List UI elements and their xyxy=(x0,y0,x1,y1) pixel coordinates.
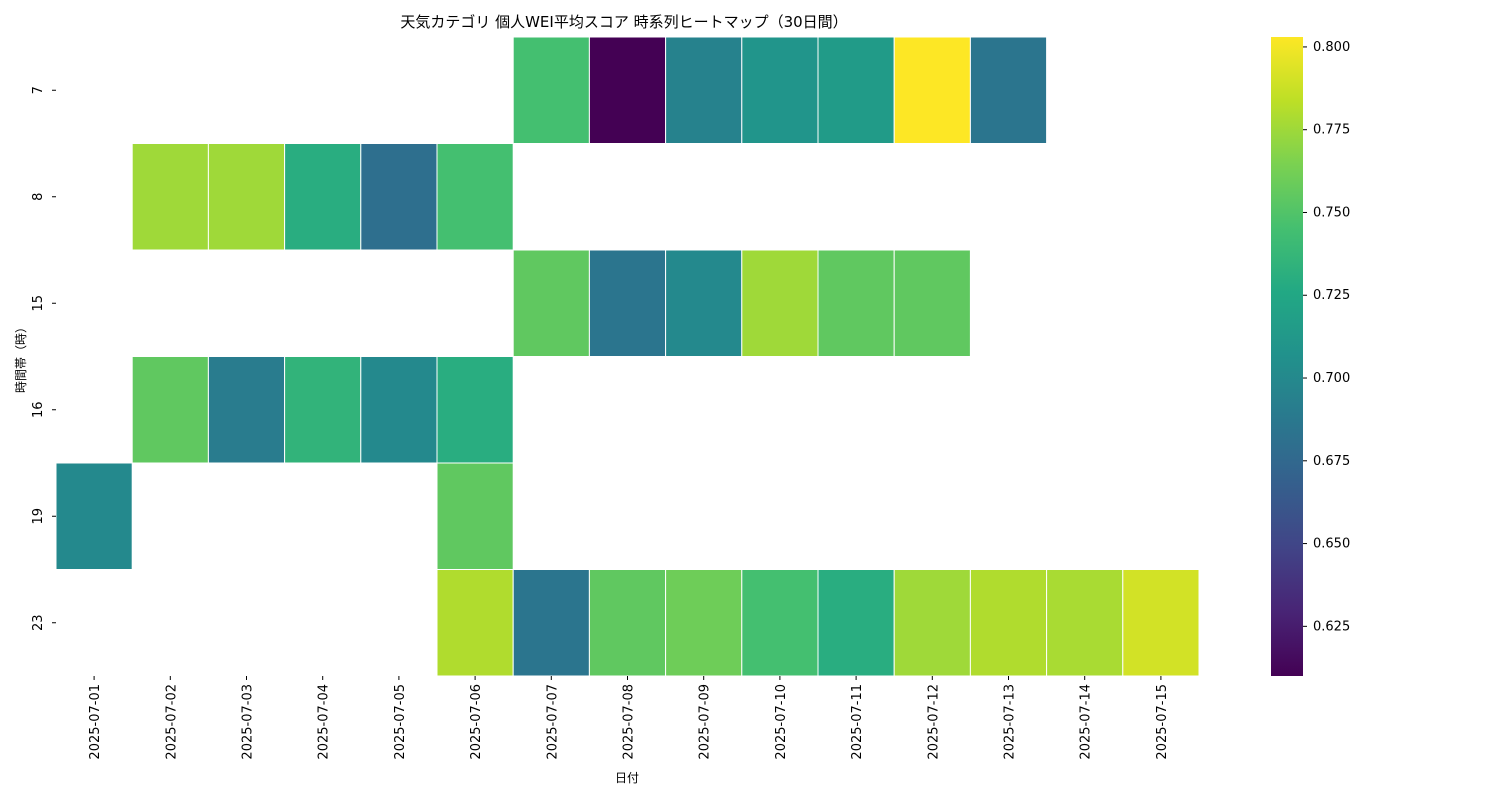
heatmap-cell xyxy=(436,462,514,570)
heatmap-cell xyxy=(512,249,590,357)
x-tick-label: 2025-07-10 xyxy=(774,684,789,760)
y-axis-label: 時間帯（時） xyxy=(14,321,28,393)
heatmap-cell xyxy=(284,356,362,464)
chart-title: 天気カテゴリ 個人WEI平均スコア 時系列ヒートマップ（30日間） xyxy=(400,13,847,31)
x-tick-label: 2025-07-09 xyxy=(698,684,713,760)
y-tick-label: 19 xyxy=(31,508,46,525)
heatmap-cell xyxy=(360,143,438,251)
y-tick-label: 16 xyxy=(31,401,46,418)
heatmap-cell xyxy=(207,356,286,464)
colorbar xyxy=(1271,37,1303,676)
heatmap-cell xyxy=(588,249,667,357)
y-tick-label: 8 xyxy=(31,193,46,201)
heatmap-cell xyxy=(131,356,209,464)
colorbar-tick-label: 0.800 xyxy=(1313,40,1350,55)
heatmap-cell xyxy=(741,569,819,677)
x-tick-label: 2025-07-15 xyxy=(1155,684,1170,760)
x-tick-label: 2025-07-07 xyxy=(545,684,560,760)
heatmap-cell xyxy=(741,249,819,357)
heatmap-cell xyxy=(969,36,1048,144)
colorbar-tick-label: 0.700 xyxy=(1313,371,1350,386)
heatmap-cell xyxy=(817,569,895,677)
x-tick-label: 2025-07-11 xyxy=(850,684,865,760)
heatmap-cell xyxy=(817,249,895,357)
heatmap-cell xyxy=(893,36,971,144)
x-axis-label: 日付 xyxy=(615,771,639,785)
heatmap-cell xyxy=(436,143,514,251)
x-tick-label: 2025-07-12 xyxy=(926,684,941,760)
x-tick-label: 2025-07-03 xyxy=(241,684,256,760)
heatmap-cell xyxy=(436,356,514,464)
x-tick-label: 2025-07-13 xyxy=(1003,684,1018,760)
heatmap-cell xyxy=(360,356,438,464)
y-tick-label: 23 xyxy=(31,614,46,631)
colorbar-ticks: 0.625 0.650 0.675 0.700 0.725 0.750 0.775 0.800 xyxy=(1303,40,1350,634)
heatmap-cell xyxy=(436,569,514,677)
heatmap-cell xyxy=(55,462,133,570)
heatmap-cell xyxy=(741,36,819,144)
colorbar-tick-label: 0.725 xyxy=(1313,288,1350,303)
heatmap-cell xyxy=(665,249,743,357)
colorbar-tick-label: 0.775 xyxy=(1313,123,1350,138)
heatmap-cell xyxy=(588,569,667,677)
y-tick-label: 7 xyxy=(31,86,46,94)
heatmap-cell xyxy=(893,569,971,677)
x-tick-label: 2025-07-02 xyxy=(164,684,179,760)
heatmap-cell xyxy=(284,143,362,251)
heatmap-cell xyxy=(1046,569,1124,677)
x-axis-ticks: 2025-07-01 2025-07-02 2025-07-03 2025-07-04… xyxy=(88,676,1170,760)
colorbar-tick-label: 0.625 xyxy=(1313,619,1350,634)
x-tick-label: 2025-07-04 xyxy=(317,684,332,760)
heatmap-cell xyxy=(665,569,743,677)
x-tick-label: 2025-07-01 xyxy=(88,684,103,760)
heatmap-cell xyxy=(207,143,286,251)
heatmap-cell xyxy=(893,249,971,357)
x-tick-label: 2025-07-05 xyxy=(393,684,408,760)
colorbar-tick-label: 0.750 xyxy=(1313,205,1350,220)
heatmap-cell xyxy=(817,36,895,144)
heatmap-cell xyxy=(665,36,743,144)
heatmap-cell xyxy=(512,569,590,677)
heatmap-cells xyxy=(55,36,1200,677)
colorbar-tick-label: 0.675 xyxy=(1313,454,1350,469)
colorbar-tick-label: 0.650 xyxy=(1313,537,1350,552)
x-tick-label: 2025-07-08 xyxy=(622,684,637,760)
heatmap-cell xyxy=(131,143,209,251)
heatmap-cell xyxy=(512,36,590,144)
x-tick-label: 2025-07-06 xyxy=(469,684,484,760)
y-axis-ticks: 7 8 15 16 19 23 xyxy=(31,86,56,631)
y-tick-label: 15 xyxy=(31,295,46,312)
heatmap-cell xyxy=(969,569,1048,677)
heatmap-cell xyxy=(588,36,667,144)
x-tick-label: 2025-07-14 xyxy=(1079,684,1094,760)
heatmap-cell xyxy=(1122,569,1200,677)
